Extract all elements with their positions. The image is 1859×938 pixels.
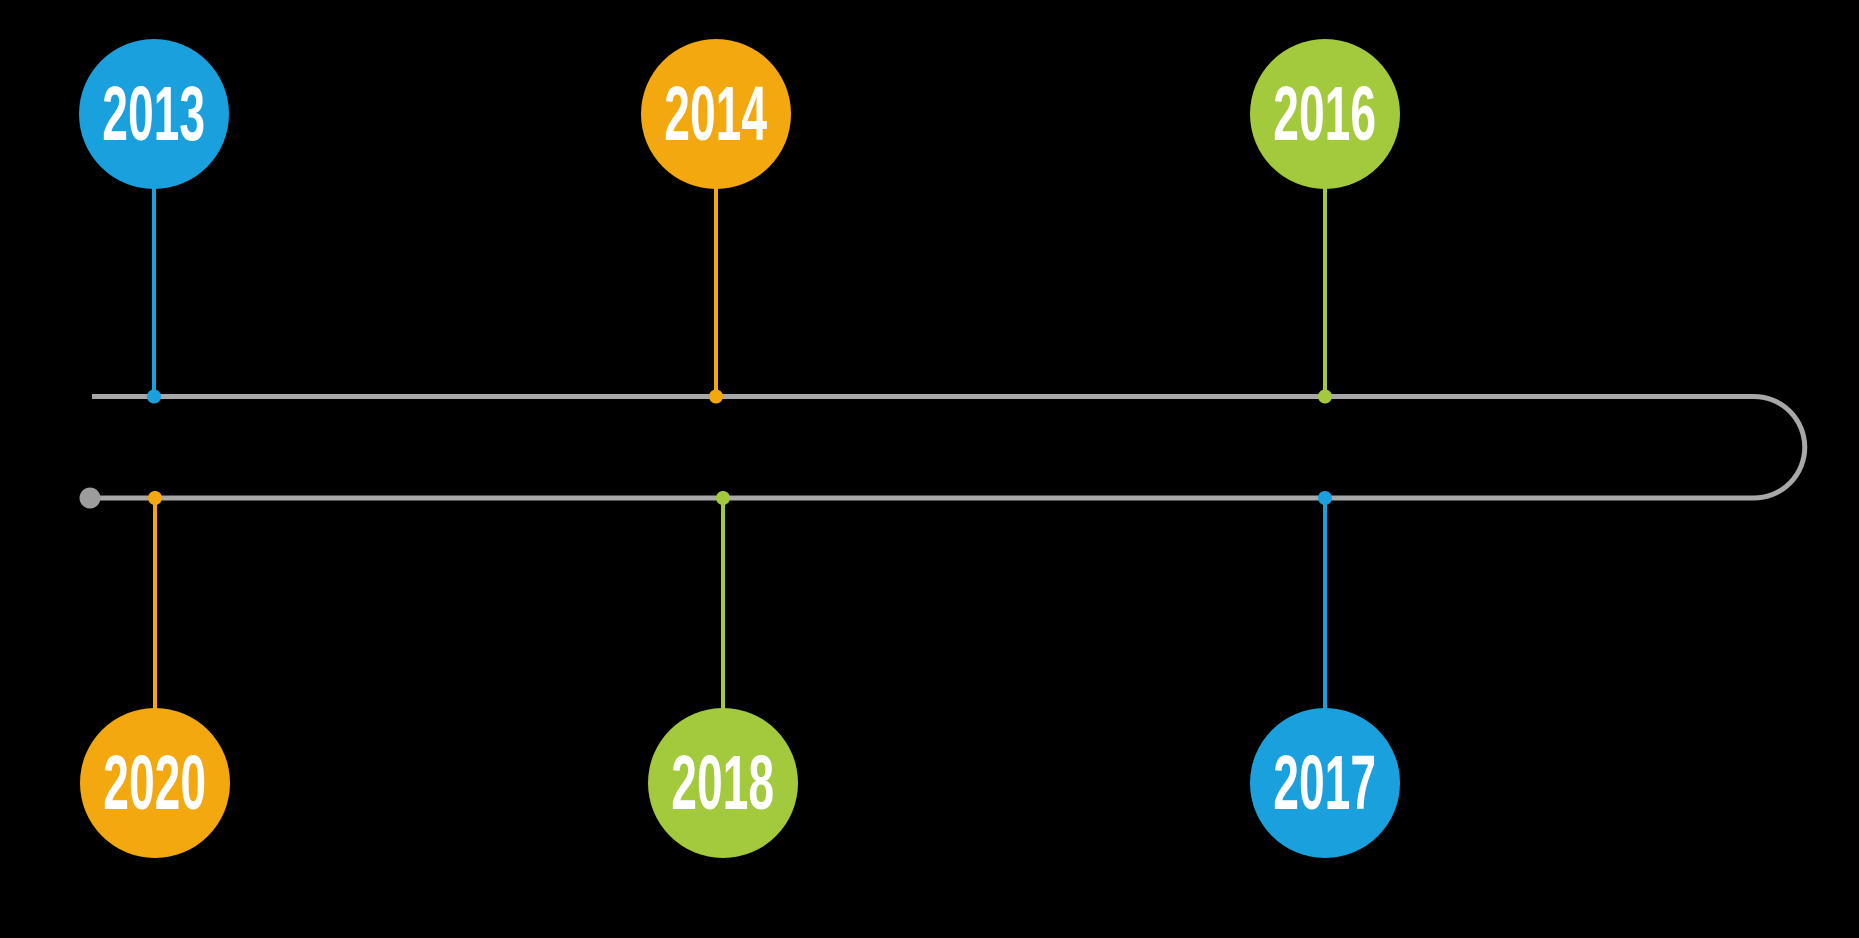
year-circle-2014: 2014 bbox=[641, 39, 791, 189]
year-label: 2020 bbox=[103, 739, 207, 826]
year-circle-2018: 2018 bbox=[648, 708, 798, 858]
milestone-dot-2013 bbox=[147, 389, 161, 404]
milestone-dot-2018 bbox=[716, 491, 730, 505]
year-circle-2013: 2013 bbox=[79, 39, 229, 189]
year-label: 2014 bbox=[664, 70, 768, 157]
year-circle-2016: 2016 bbox=[1250, 39, 1400, 189]
milestone-dot-2017 bbox=[1318, 491, 1332, 505]
year-label: 2013 bbox=[102, 70, 206, 157]
track-path bbox=[90, 394, 1808, 501]
milestone-dot-2020 bbox=[148, 491, 162, 505]
year-circle-2020: 2020 bbox=[80, 708, 230, 858]
track-start-dot bbox=[79, 487, 101, 509]
milestone-dot-2016 bbox=[1318, 389, 1332, 404]
year-circle-2017: 2017 bbox=[1250, 708, 1400, 858]
milestone-marks bbox=[147, 185, 1332, 712]
year-label: 2016 bbox=[1273, 70, 1377, 157]
milestone-dot-2014 bbox=[709, 389, 723, 404]
year-label: 2017 bbox=[1273, 739, 1377, 826]
year-label: 2018 bbox=[671, 739, 775, 826]
